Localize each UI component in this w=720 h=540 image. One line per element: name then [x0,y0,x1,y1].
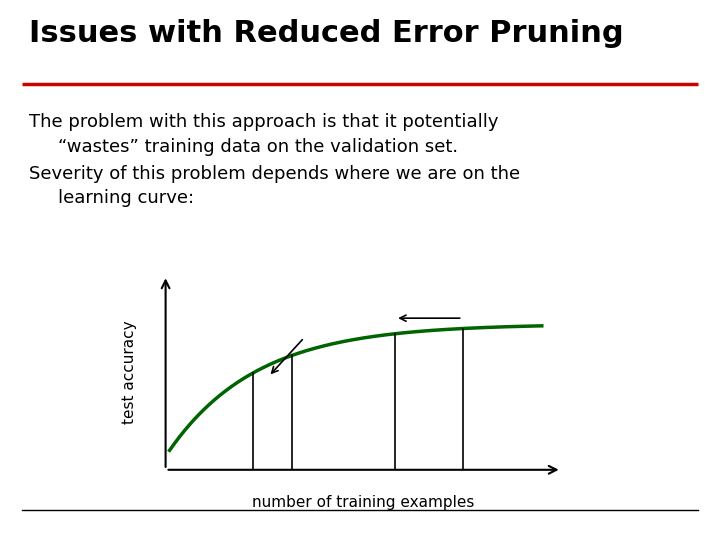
Text: learning curve:: learning curve: [58,189,194,207]
Text: Severity of this problem depends where we are on the: Severity of this problem depends where w… [29,165,520,183]
Text: number of training examples: number of training examples [253,495,474,510]
Text: test accuracy: test accuracy [122,321,138,424]
Text: The problem with this approach is that it potentially: The problem with this approach is that i… [29,113,498,131]
Text: “wastes” training data on the validation set.: “wastes” training data on the validation… [58,138,458,156]
Text: Issues with Reduced Error Pruning: Issues with Reduced Error Pruning [29,19,624,48]
